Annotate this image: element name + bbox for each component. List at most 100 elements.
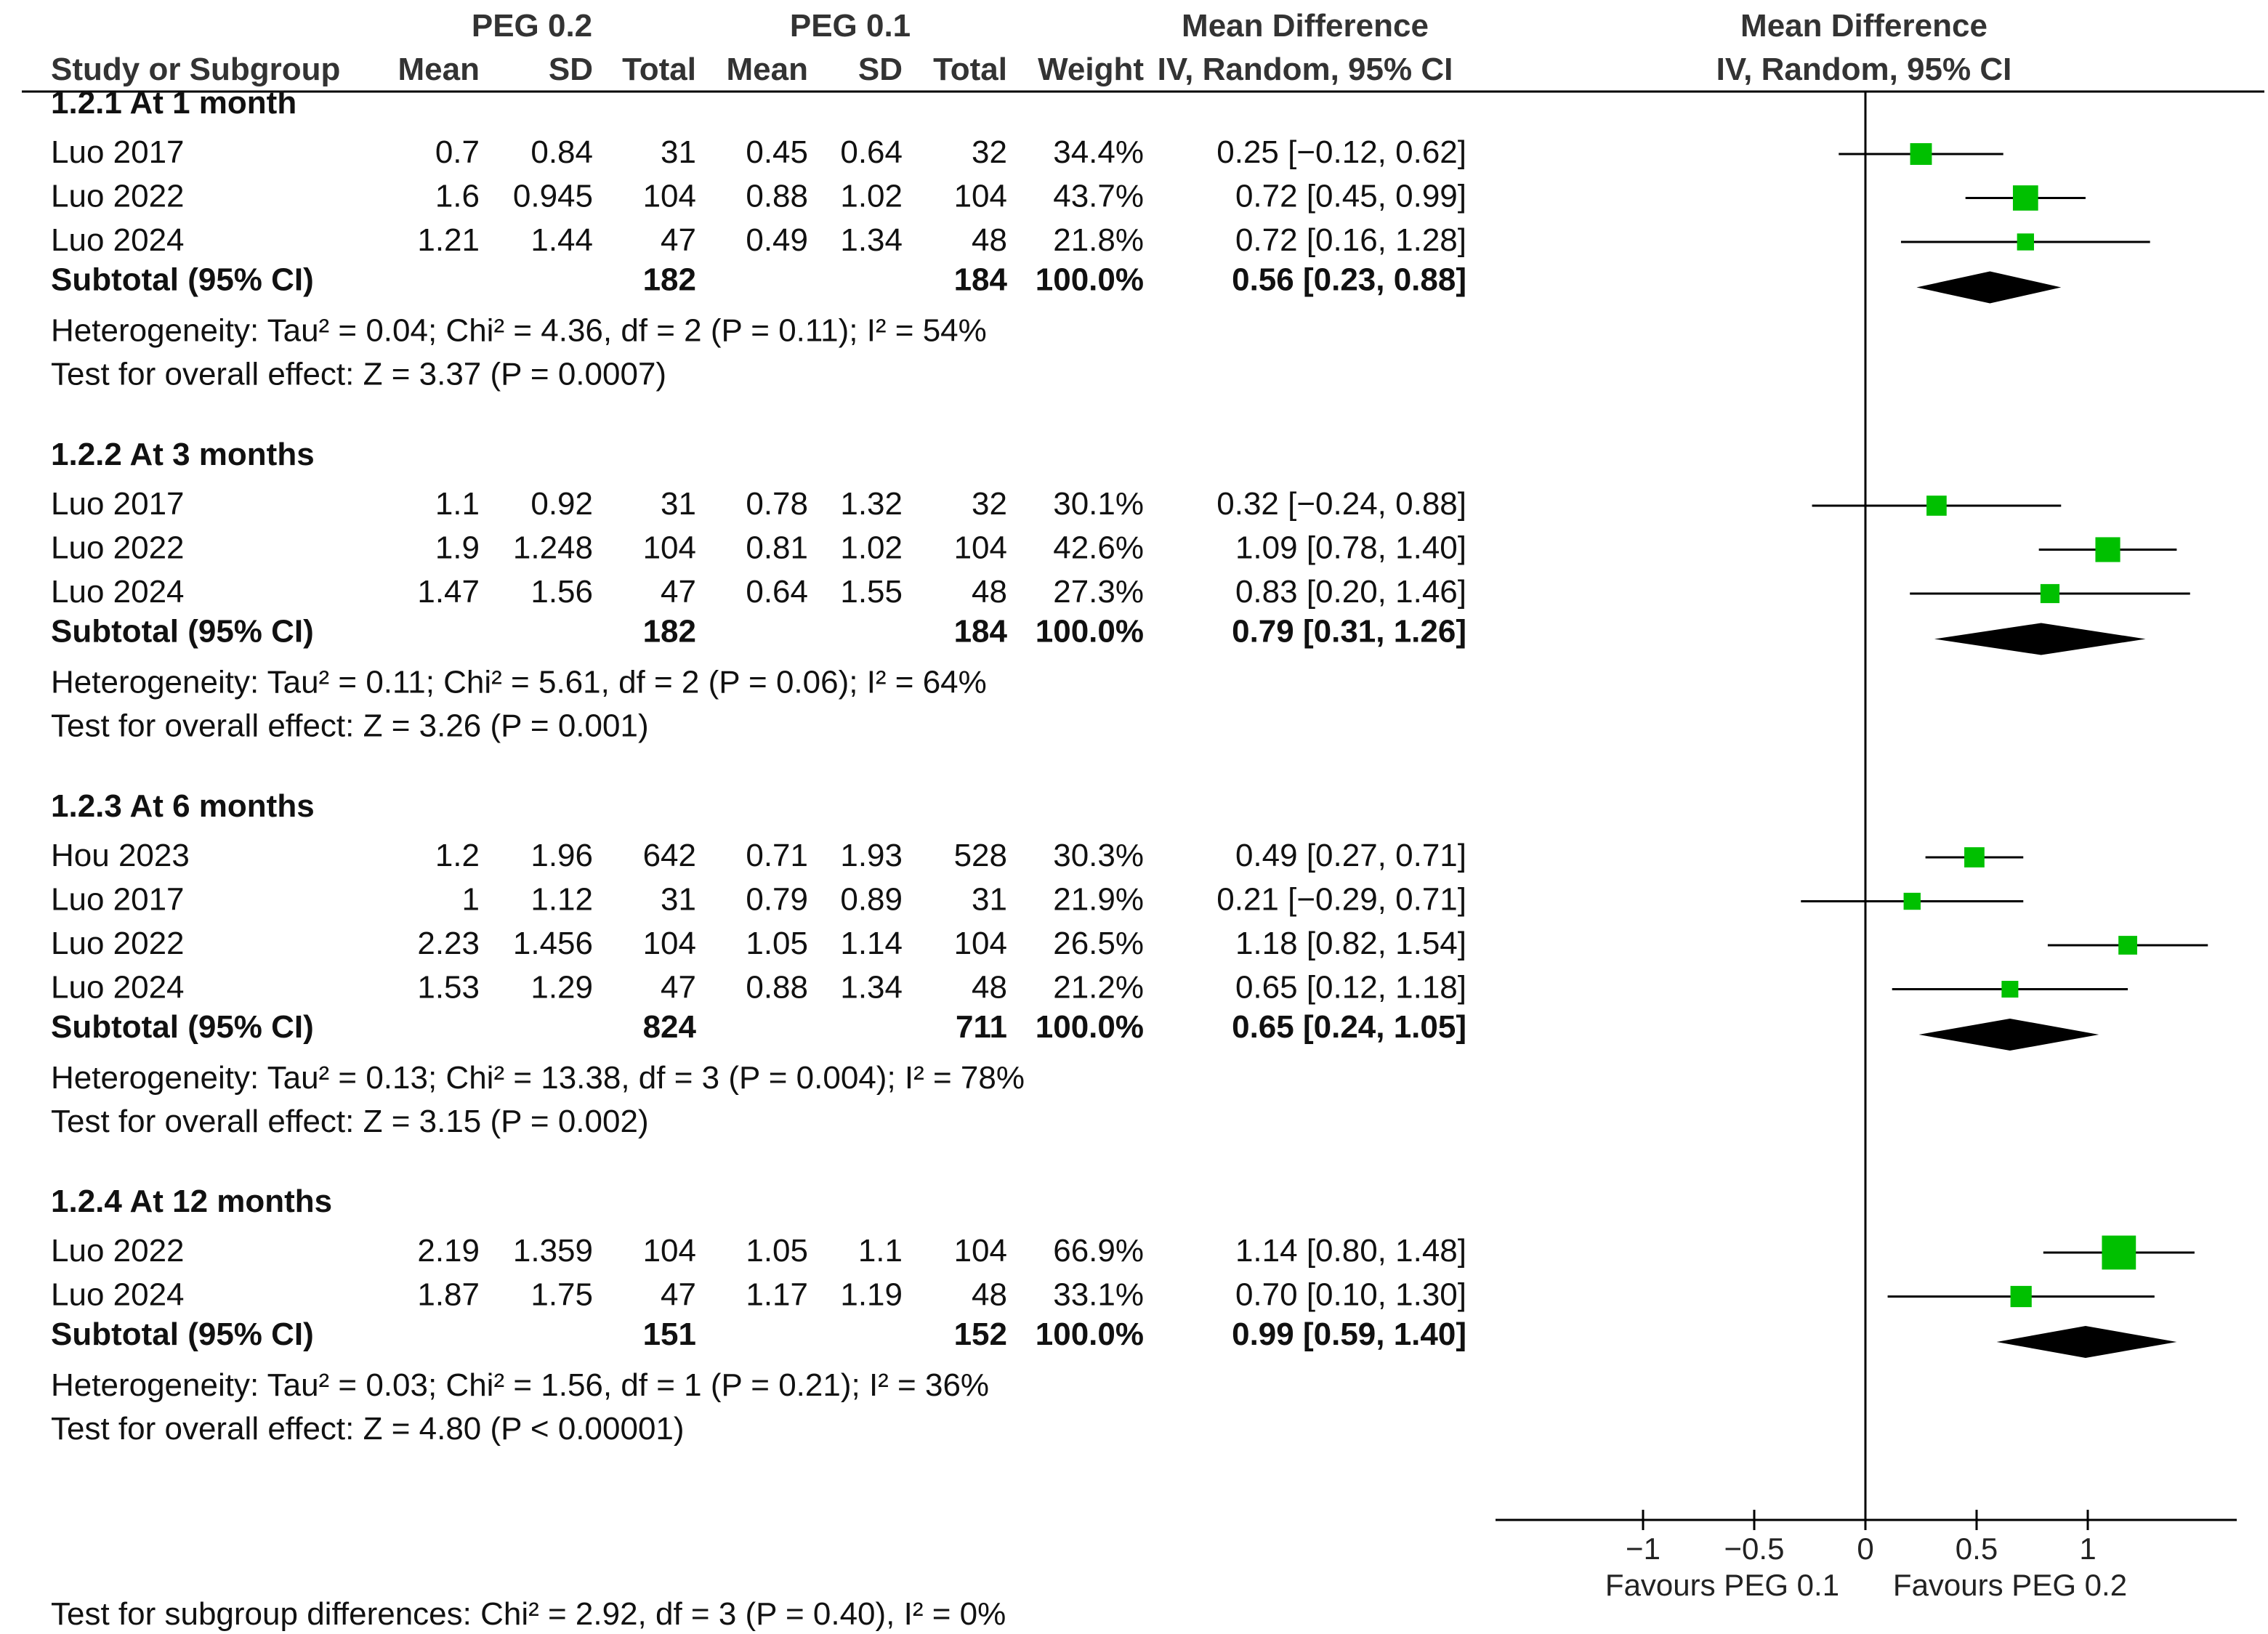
study-name: Luo 2017 — [51, 486, 185, 522]
mean1-value: 1.2 — [435, 838, 480, 873]
mean1-value: 1.47 — [417, 574, 480, 610]
mean2-value: 0.64 — [746, 574, 808, 610]
mean1-value: 1.87 — [417, 1277, 480, 1313]
subtotal-ci-value: 0.99 [0.59, 1.40] — [1232, 1316, 1466, 1352]
mean2-value: 1.17 — [746, 1277, 808, 1313]
mean2-value: 0.49 — [746, 222, 808, 258]
sd1-value: 1.359 — [513, 1233, 593, 1269]
x-tick-label: 0.5 — [1956, 1532, 1998, 1566]
subtotal-total1: 824 — [643, 1009, 697, 1045]
subtotal-total2: 184 — [954, 614, 1008, 650]
mean1-value: 1.9 — [435, 530, 480, 566]
mean2-value: 0.45 — [746, 134, 808, 170]
subtotal-label: Subtotal (95% CI) — [51, 1316, 314, 1352]
sd2-value: 1.34 — [840, 970, 903, 1006]
effect-ci-value: 1.14 [0.80, 1.48] — [1235, 1233, 1466, 1269]
weight-value: 30.3% — [1053, 838, 1144, 873]
subtotal-ci-value: 0.79 [0.31, 1.26] — [1232, 614, 1466, 650]
effect-ci-value: 1.18 [0.82, 1.54] — [1235, 926, 1466, 961]
group2-header: PEG 0.1 — [790, 8, 911, 44]
weight-value: 27.3% — [1053, 574, 1144, 610]
subtotal-total1: 182 — [643, 614, 696, 650]
study-name: Luo 2024 — [51, 970, 185, 1006]
study-name: Luo 2022 — [51, 530, 185, 566]
x-tick-label: 1 — [2079, 1532, 2096, 1566]
subtotal-diamond — [1996, 1326, 2177, 1358]
weight-value: 42.6% — [1053, 530, 1144, 566]
effect-square — [1910, 143, 1932, 165]
plot-subheader: IV, Random, 95% CI — [1716, 52, 2012, 87]
total1-value: 104 — [643, 926, 696, 961]
total1-value: 47 — [661, 1277, 696, 1313]
subtotal-ci-value: 0.56 [0.23, 0.88] — [1232, 262, 1466, 298]
subtotal-diamond — [1916, 271, 2062, 304]
heterogeneity-note: Heterogeneity: Tau² = 0.04; Chi² = 4.36,… — [51, 313, 987, 349]
effect-square — [1903, 892, 1921, 910]
sd2-col-header: SD — [858, 52, 903, 87]
effect-ci-value: 0.72 [0.45, 0.99] — [1235, 179, 1466, 214]
sd2-value: 1.02 — [840, 530, 903, 566]
subtotal-diamond — [1918, 1019, 2099, 1051]
subtotal-weight: 100.0% — [1036, 1316, 1144, 1352]
study-col-header: Study or Subgroup — [51, 52, 340, 87]
effect-subheader: IV, Random, 95% CI — [1158, 52, 1453, 87]
total1-value: 104 — [643, 1233, 696, 1269]
mean1-value: 2.23 — [417, 926, 480, 961]
subgroup-title: 1.2.2 At 3 months — [51, 437, 315, 472]
heterogeneity-note: Heterogeneity: Tau² = 0.11; Chi² = 5.61,… — [51, 665, 987, 700]
subtotal-total2: 184 — [954, 262, 1008, 298]
heterogeneity-note: Heterogeneity: Tau² = 0.13; Chi² = 13.38… — [51, 1060, 1025, 1096]
sd1-value: 0.84 — [530, 134, 593, 170]
mean2-value: 0.79 — [746, 882, 808, 918]
total1-col-header: Total — [622, 52, 696, 87]
effect-square — [2118, 936, 2137, 955]
weight-value: 34.4% — [1053, 134, 1144, 170]
subgroup-differences-note: Test for subgroup differences: Chi² = 2.… — [51, 1596, 1006, 1632]
subtotal-label: Subtotal (95% CI) — [51, 614, 314, 650]
sd1-value: 1.248 — [513, 530, 593, 566]
total1-value: 47 — [661, 970, 696, 1006]
total2-value: 32 — [972, 486, 1007, 522]
total2-value: 48 — [972, 222, 1007, 258]
effect-square — [2017, 233, 2034, 251]
total1-value: 31 — [661, 486, 696, 522]
study-name: Luo 2022 — [51, 179, 185, 214]
total2-value: 104 — [954, 1233, 1007, 1269]
total2-value: 104 — [954, 179, 1007, 214]
effect-square — [1926, 496, 1947, 516]
subtotal-ci-value: 0.65 [0.24, 1.05] — [1232, 1009, 1466, 1045]
subtotal-label: Subtotal (95% CI) — [51, 262, 314, 298]
study-name: Luo 2022 — [51, 1233, 185, 1269]
effect-ci-value: 1.09 [0.78, 1.40] — [1235, 530, 1466, 566]
x-tick-label: −0.5 — [1724, 1532, 1785, 1566]
sd2-value: 1.55 — [840, 574, 903, 610]
effect-square — [2095, 537, 2120, 562]
total1-value: 642 — [643, 838, 696, 873]
sd2-value: 1.19 — [840, 1277, 903, 1313]
total2-value: 104 — [954, 926, 1007, 961]
weight-value: 66.9% — [1053, 1233, 1144, 1269]
total2-value: 48 — [972, 1277, 1007, 1313]
sd1-value: 1.456 — [513, 926, 593, 961]
effect-ci-value: 0.65 [0.12, 1.18] — [1235, 970, 1466, 1006]
effect-ci-value: 0.70 [0.10, 1.30] — [1235, 1277, 1466, 1313]
study-name: Luo 2022 — [51, 926, 185, 961]
study-name: Luo 2024 — [51, 222, 185, 258]
sd2-value: 1.93 — [840, 838, 903, 873]
total1-value: 47 — [661, 222, 696, 258]
overall-effect-note: Test for overall effect: Z = 3.26 (P = 0… — [51, 708, 649, 744]
subtotal-total2: 711 — [956, 1009, 1007, 1045]
subtotal-total1: 151 — [643, 1316, 696, 1352]
weight-value: 26.5% — [1053, 926, 1144, 961]
subgroup-title: 1.2.3 At 6 months — [51, 788, 315, 824]
sd1-value: 1.44 — [530, 222, 593, 258]
effect-ci-value: 0.72 [0.16, 1.28] — [1235, 222, 1466, 258]
effect-ci-value: 0.32 [−0.24, 0.88] — [1216, 486, 1466, 522]
subtotal-weight: 100.0% — [1036, 262, 1144, 298]
subgroup-title: 1.2.4 At 12 months — [51, 1184, 332, 1219]
study-name: Hou 2023 — [51, 838, 190, 873]
total2-col-header: Total — [933, 52, 1007, 87]
subtotal-total1: 182 — [643, 262, 696, 298]
study-name: Luo 2017 — [51, 882, 185, 918]
x-tick-label: 0 — [1857, 1532, 1873, 1566]
